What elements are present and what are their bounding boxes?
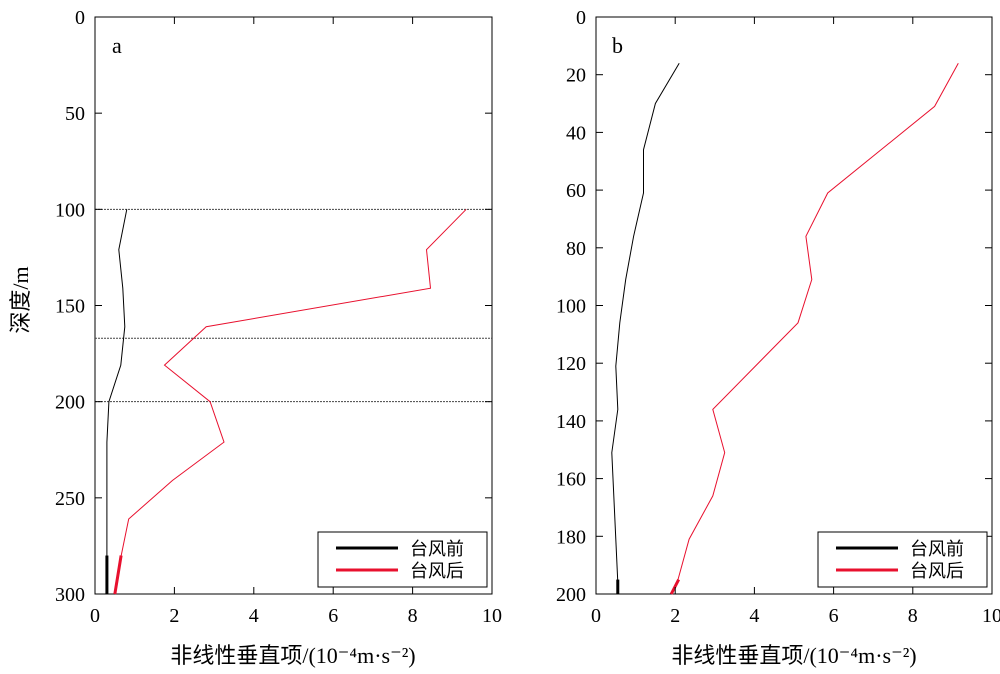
y-tick-label: 20 — [566, 65, 586, 87]
x-tick-label: 6 — [829, 605, 839, 627]
y-tick-label: 100 — [556, 296, 586, 318]
series-line-after — [114, 208, 467, 595]
x-tick-label: 4 — [749, 605, 759, 627]
series-line-after — [670, 62, 959, 595]
y-tick-label: 300 — [55, 584, 85, 606]
x-ticks-b: 0 2 4 6 8 10 — [591, 17, 1000, 627]
x-tick-label: 0 — [591, 605, 601, 627]
x-tick-label: 0 — [90, 605, 100, 627]
x-tick-label: 8 — [408, 605, 418, 627]
y-tick-label: 140 — [556, 411, 586, 433]
y-tick-label: 200 — [55, 392, 85, 414]
x-tick-label: 10 — [982, 605, 1000, 627]
series-line-before — [106, 209, 128, 594]
y-ticks-a: 0 50 100 150 200 250 300 — [55, 7, 492, 606]
panel-label-b: b — [612, 33, 623, 58]
x-axis-title-a: 非线性垂直项/(10⁻⁴m·s⁻²) — [170, 643, 415, 668]
y-tick-label: 180 — [556, 526, 586, 548]
legend-label-after-b: 台风后 — [910, 561, 964, 581]
x-axis-title-b: 非线性垂直项/(10⁻⁴m·s⁻²) — [671, 643, 916, 668]
y-ticks-b: 0 20 40 60 80 100 120 140 160 180 200 — [556, 7, 992, 606]
legend-label-after-a: 台风后 — [410, 561, 464, 581]
x-tick-label: 2 — [670, 605, 680, 627]
series-lines-a — [105, 208, 467, 595]
y-tick-label: 150 — [55, 296, 85, 318]
x-tick-label: 6 — [328, 605, 338, 627]
reference-lines-a — [95, 208, 492, 403]
panel-b: 0 2 4 6 8 10 0 20 40 60 80 100 120 140 160 180 200 b 非线… — [556, 7, 1000, 668]
y-tick-label: 100 — [55, 199, 85, 221]
series-end-mark-after — [669, 578, 680, 595]
x-tick-label: 10 — [482, 605, 502, 627]
y-tick-label: 0 — [75, 7, 85, 29]
y-tick-label: 50 — [65, 103, 85, 125]
y-tick-label: 0 — [576, 7, 586, 29]
y-axis-title-a: 深度/m — [8, 266, 33, 333]
legend-label-before-a: 台风前 — [410, 539, 464, 559]
y-tick-label: 80 — [566, 238, 586, 260]
y-tick-label: 120 — [556, 353, 586, 375]
series-line-before — [611, 62, 680, 594]
x-tick-label: 4 — [249, 605, 259, 627]
series-lines-b — [611, 62, 959, 595]
legend-a: 台风前 台风后 — [317, 531, 488, 588]
legend-box-b — [817, 531, 988, 588]
y-tick-label: 250 — [55, 488, 85, 510]
series-end-mark-after — [113, 555, 123, 595]
x-ticks-a: 0 2 4 6 8 10 — [90, 17, 502, 627]
legend-b: 台风前 台风后 — [817, 531, 988, 588]
panel-label-a: a — [112, 33, 122, 58]
y-tick-label: 160 — [556, 469, 586, 491]
y-tick-label: 60 — [566, 180, 586, 202]
y-tick-label: 200 — [556, 584, 586, 606]
plot-frame-a — [94, 16, 493, 595]
legend-box-a — [317, 531, 488, 588]
y-tick-label: 40 — [566, 122, 586, 144]
legend-label-before-b: 台风前 — [910, 539, 964, 559]
panel-a: 0 2 4 6 8 10 0 50 100 150 200 250 300 a 非线性垂直项/(10⁻… — [8, 7, 502, 668]
x-tick-label: 8 — [908, 605, 918, 627]
x-tick-label: 2 — [169, 605, 179, 627]
